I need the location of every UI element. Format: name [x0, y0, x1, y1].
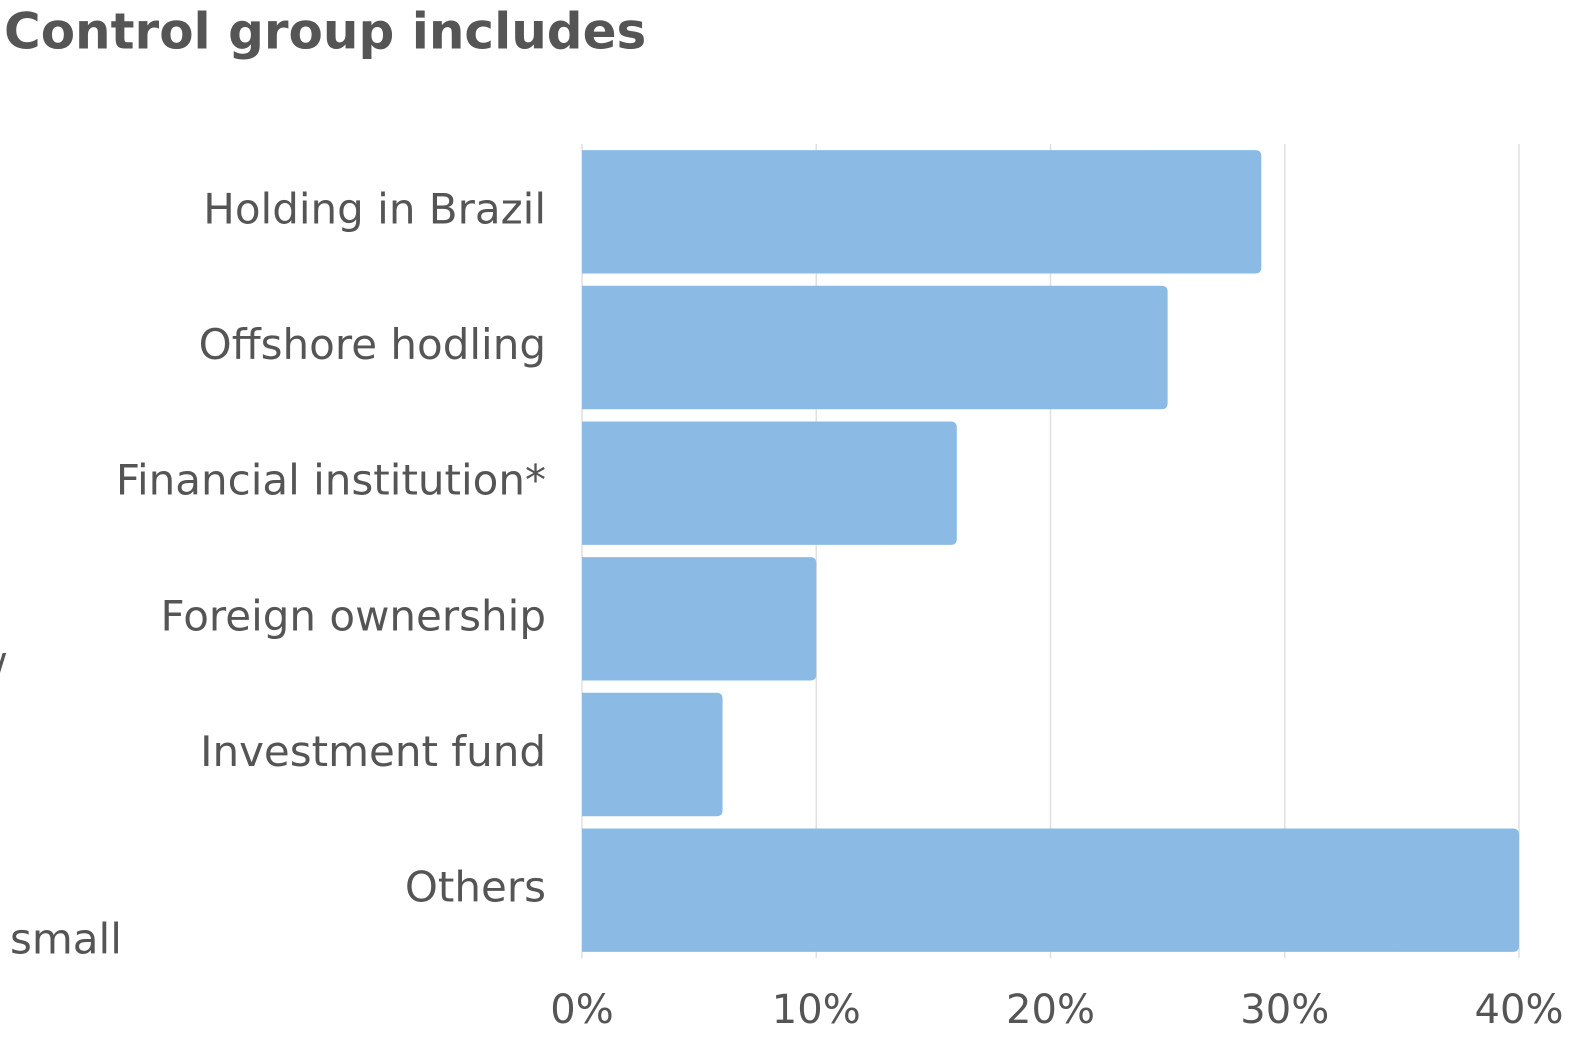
- x-tick-label: 0%: [550, 987, 613, 1033]
- y-tick-label: Financial institution*: [116, 456, 546, 505]
- annotation: small: [10, 915, 122, 964]
- chart-title: Control group includes: [4, 3, 646, 61]
- bar: [582, 828, 1519, 952]
- y-tick-label: Investment fund: [200, 727, 546, 776]
- x-tick-label: 40%: [1475, 987, 1564, 1033]
- y-tick-label: Holding in Brazil: [203, 184, 546, 233]
- bar: [582, 557, 817, 681]
- y-tick-label: Others: [405, 863, 546, 912]
- x-tick-label: 10%: [772, 987, 861, 1033]
- y-tick-label: Offshore hodling: [199, 320, 546, 369]
- x-tick-label: 30%: [1240, 987, 1329, 1033]
- bar: [582, 692, 723, 817]
- y-tick-label: Foreign ownership: [161, 591, 546, 640]
- bar: [582, 150, 1262, 274]
- x-tick-label: 20%: [1006, 987, 1095, 1033]
- bar: [582, 421, 957, 545]
- bar: [582, 285, 1168, 410]
- annotation: /: [0, 645, 7, 694]
